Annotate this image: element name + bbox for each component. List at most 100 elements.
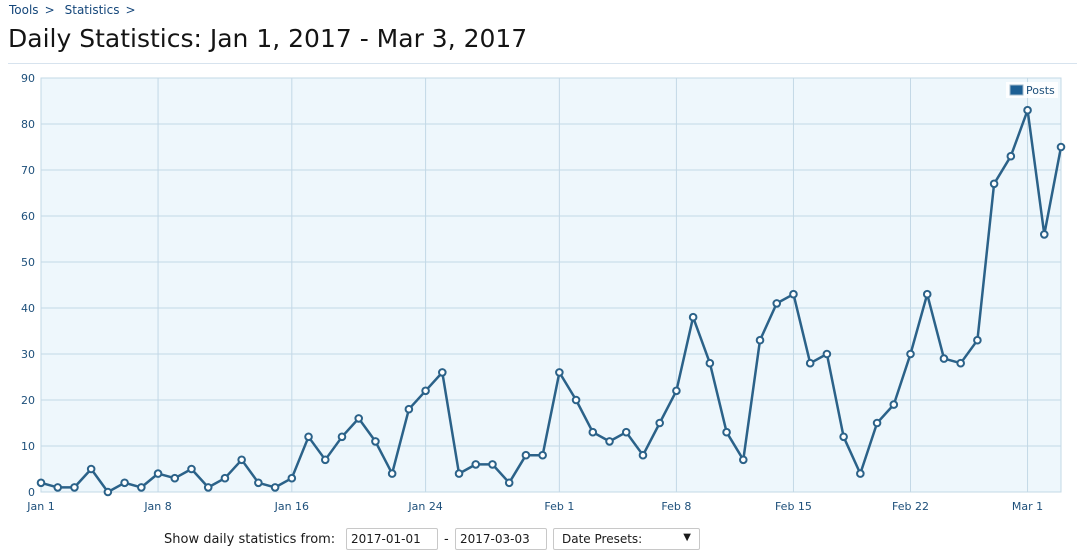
date-range-separator: -	[444, 532, 449, 547]
data-point	[588, 427, 598, 437]
x-tick-label: Feb 15	[775, 500, 812, 513]
data-point	[555, 368, 564, 377]
data-point	[421, 386, 430, 396]
y-tick-label: 60	[21, 210, 35, 223]
data-point	[354, 414, 364, 423]
data-point	[889, 400, 899, 409]
date-range-controls: Show daily statistics from: - Date Prese…	[0, 527, 1087, 553]
data-point	[454, 469, 464, 478]
end-date-input[interactable]	[455, 528, 547, 550]
data-point	[1023, 105, 1032, 115]
data-point	[304, 432, 313, 442]
x-tick-label: Jan 8	[143, 500, 171, 513]
data-point	[120, 478, 129, 488]
breadcrumb: Tools > Statistics >	[9, 3, 146, 17]
data-point	[939, 354, 949, 363]
x-tick-label: Feb 8	[661, 500, 691, 513]
data-point	[956, 358, 965, 368]
x-tick-label: Jan 24	[407, 500, 442, 513]
data-point	[856, 469, 865, 478]
data-point	[203, 483, 213, 492]
breadcrumb-item-statistics[interactable]: Statistics	[64, 3, 120, 17]
data-point	[320, 455, 330, 465]
data-point	[772, 299, 782, 308]
y-tick-label: 90	[21, 72, 35, 85]
x-tick-label: Jan 1	[26, 500, 54, 513]
data-point	[488, 460, 497, 469]
data-point	[655, 418, 664, 428]
data-point	[605, 437, 614, 446]
y-tick-label: 30	[21, 348, 35, 361]
breadcrumb-separator: >	[125, 3, 136, 17]
legend-swatch	[1009, 84, 1024, 96]
x-tick-label: Jan 16	[274, 500, 309, 513]
data-point	[805, 358, 815, 368]
data-point	[705, 358, 715, 368]
data-point	[973, 335, 982, 345]
data-point	[789, 289, 798, 299]
x-tick-label: Mar 1	[1012, 500, 1043, 513]
data-point	[220, 473, 230, 483]
data-point	[571, 395, 581, 405]
data-point	[1056, 142, 1066, 152]
data-point	[254, 478, 263, 488]
data-point	[1006, 151, 1016, 161]
data-point	[906, 349, 915, 359]
y-tick-label: 20	[21, 394, 35, 407]
y-tick-label: 70	[21, 164, 35, 177]
data-point	[722, 427, 731, 437]
title-divider	[8, 63, 1077, 64]
data-point	[1039, 230, 1049, 239]
data-point	[170, 473, 180, 483]
date-presets-select[interactable]: Date Presets: ▼	[553, 528, 700, 550]
x-tick-label: Feb 1	[544, 500, 574, 513]
x-tick-label: Feb 22	[892, 500, 929, 513]
y-tick-label: 0	[28, 486, 35, 499]
data-point	[287, 473, 297, 483]
date-presets-label: Date Presets:	[562, 532, 643, 546]
data-point	[989, 179, 999, 189]
y-tick-label: 80	[21, 118, 35, 131]
data-point	[237, 455, 246, 465]
page-title: Daily Statistics: Jan 1, 2017 - Mar 3, 2…	[8, 24, 528, 53]
data-point	[53, 483, 63, 492]
data-point	[337, 432, 347, 442]
data-point	[755, 335, 765, 345]
data-point	[922, 289, 932, 299]
data-point	[86, 464, 96, 474]
data-point	[371, 437, 380, 446]
data-point	[404, 404, 414, 414]
data-point	[538, 450, 547, 460]
data-point	[638, 450, 648, 460]
y-tick-label: 40	[21, 302, 35, 315]
data-point	[270, 483, 280, 492]
data-point	[738, 455, 748, 465]
data-point	[621, 427, 631, 437]
data-point	[36, 478, 46, 488]
data-point	[70, 483, 79, 492]
data-point	[103, 487, 113, 497]
breadcrumb-item-tools[interactable]: Tools	[9, 3, 39, 17]
data-point	[822, 349, 832, 359]
data-point	[688, 312, 698, 322]
data-point	[872, 418, 882, 428]
posts-line-chart: 0 10 20 30 40 50 60 70 80 90 Jan 1 Jan 8 Jan 16 Jan 2…	[21, 72, 1066, 513]
chevron-down-icon: ▼	[683, 532, 691, 543]
data-point	[839, 432, 848, 442]
legend-label: Posts	[1026, 84, 1055, 97]
y-tick-label: 10	[21, 440, 35, 453]
data-point	[137, 483, 146, 492]
data-point	[387, 469, 397, 478]
breadcrumb-separator: >	[44, 3, 55, 17]
start-date-input[interactable]	[346, 528, 438, 550]
data-point	[153, 469, 163, 478]
date-range-label: Show daily statistics from:	[164, 532, 336, 547]
y-tick-label: 50	[21, 256, 35, 269]
data-point	[521, 450, 531, 460]
data-point	[504, 478, 514, 488]
plot-area	[40, 77, 1062, 493]
data-point	[471, 460, 481, 469]
data-point	[672, 386, 681, 396]
data-point	[438, 368, 447, 377]
data-point	[187, 464, 196, 474]
